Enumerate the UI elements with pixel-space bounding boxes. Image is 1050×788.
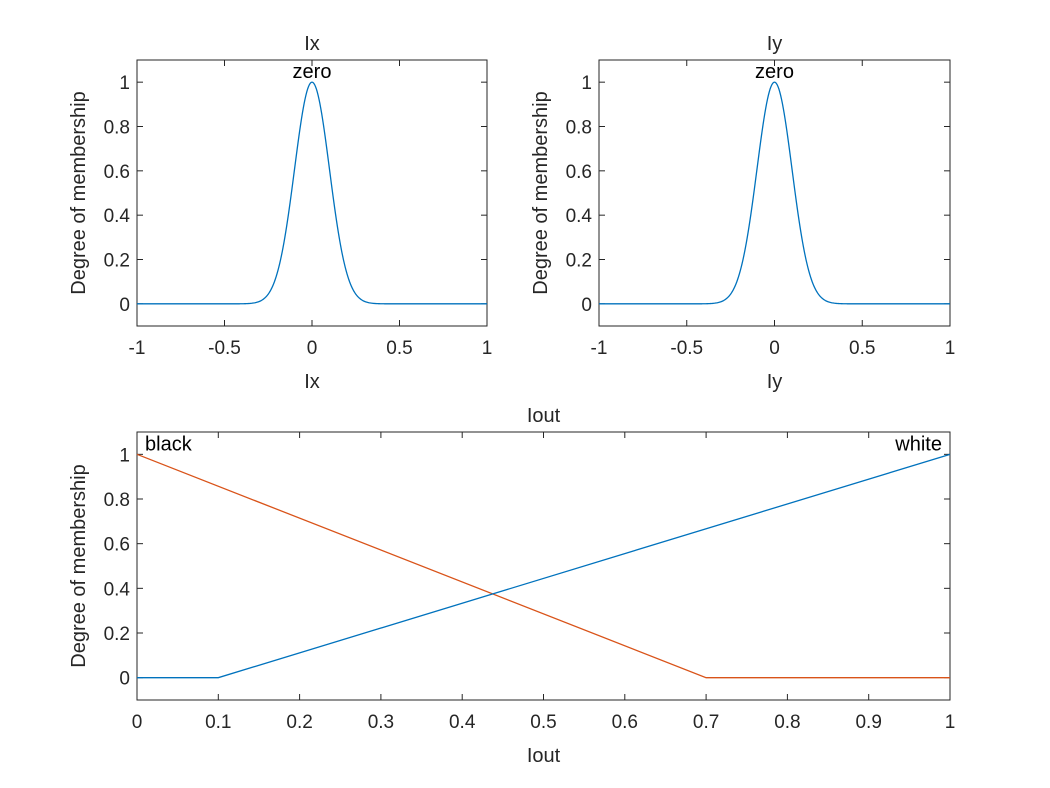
series-line-black — [136, 453, 950, 679]
series-line-zero — [137, 81, 487, 305]
x-tick-label: 0.7 — [693, 712, 719, 733]
x-tick-label: -1 — [129, 338, 146, 359]
series-line-white — [137, 453, 951, 679]
x-tick-label: 1 — [945, 712, 956, 733]
y-tick-label: 0 — [119, 295, 130, 316]
y-tick-label: 0.2 — [566, 251, 592, 272]
x-tick-label: -0.5 — [208, 338, 241, 359]
y-tick-label: 0 — [119, 669, 130, 690]
y-tick-label: 0.4 — [566, 206, 593, 227]
x-tick-label: 1 — [945, 338, 956, 359]
x-tick-label: 0 — [132, 712, 143, 733]
subplot-ix: Ix Ix Degree of membership -1 -0.5 0 0.5 1 0 0… — [68, 33, 492, 393]
x-tick-label: 0 — [307, 338, 318, 359]
y-tick-label: 0.8 — [104, 118, 130, 139]
subplot-iy: Iy Iy Degree of membership -1 -0.5 0 0.5 1 0 0… — [530, 33, 955, 393]
mf-label-black: black — [145, 433, 193, 455]
y-tick-label: 0.4 — [104, 206, 131, 227]
y-tick-label: 0.6 — [104, 162, 130, 183]
plot-area: -1 -0.5 0 0.5 1 0 0.2 0.4 0.6 0.8 1 zero — [104, 59, 493, 359]
x-axis-label: Iy — [767, 371, 783, 393]
plot-area: -1 -0.5 0 0.5 1 0 0.2 0.4 0.6 0.8 1 zero — [566, 59, 956, 359]
y-tick-label: 0.8 — [104, 490, 130, 511]
y-axis-label: Degree of membership — [68, 91, 90, 294]
y-axis-label: Degree of membership — [68, 464, 90, 667]
x-tick-label: 0.1 — [205, 712, 231, 733]
axes-box — [598, 59, 951, 327]
mf-label-zero: zero — [755, 61, 794, 83]
x-tick-label: 0.6 — [612, 712, 638, 733]
x-tick-label: 1 — [482, 338, 493, 359]
chart-title: Ix — [304, 33, 320, 55]
y-tick-label: 0.6 — [566, 162, 592, 183]
y-tick-label: 0.4 — [104, 579, 131, 600]
y-axis-label: Degree of membership — [530, 91, 552, 294]
chart-title: Iy — [767, 33, 783, 55]
x-tick-label: 0 — [769, 338, 780, 359]
x-tick-label: 0.4 — [449, 712, 476, 733]
mf-label-white: white — [894, 433, 942, 455]
x-tick-label: -0.5 — [670, 338, 703, 359]
axes-box — [136, 431, 951, 701]
x-axis-label: Iout — [527, 745, 561, 767]
x-tick-label: 0.5 — [849, 338, 875, 359]
y-tick-label: 0.2 — [104, 624, 130, 645]
plot-area: 0 0.1 0.2 0.3 0.4 0.5 0.6 0.7 0.8 0.9 1 0 0.2 0.4 0.6 0… — [104, 431, 956, 733]
x-tick-label: 0.9 — [855, 712, 881, 733]
y-tick-label: 1 — [119, 445, 130, 466]
y-tick-label: 0.6 — [104, 535, 130, 556]
x-tick-label: 0.5 — [386, 338, 412, 359]
axes-box — [136, 59, 488, 327]
y-tick-label: 0.8 — [566, 118, 592, 139]
x-tick-label: 0.5 — [530, 712, 556, 733]
x-tick-label: -1 — [591, 338, 608, 359]
series-line-zero — [599, 81, 950, 305]
mf-label-zero: zero — [293, 61, 332, 83]
x-tick-label: 0.3 — [368, 712, 394, 733]
x-tick-label: 0.2 — [286, 712, 312, 733]
x-axis-label: Ix — [304, 371, 320, 393]
y-tick-label: 0 — [581, 295, 592, 316]
y-tick-label: 0.2 — [104, 251, 130, 272]
chart-title: Iout — [527, 405, 561, 427]
x-tick-label: 0.8 — [774, 712, 800, 733]
subplot-iout: Iout Iout Degree of membership 0 0.1 0.2 0.… — [68, 405, 955, 767]
y-tick-label: 1 — [581, 73, 592, 94]
y-tick-label: 1 — [119, 73, 130, 94]
